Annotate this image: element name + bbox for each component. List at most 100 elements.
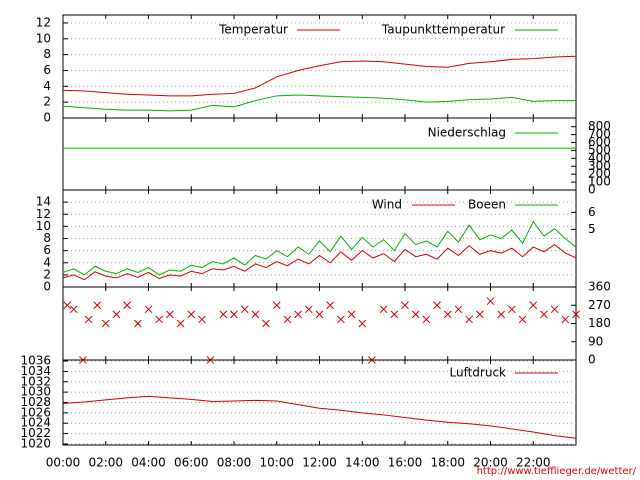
data-point [240, 305, 249, 314]
y2-tick-label: 200 [588, 167, 611, 181]
data-point [187, 310, 196, 319]
x-tick-label: 02:00 [88, 456, 123, 470]
y2-tick-label: 0 [588, 183, 596, 197]
data-point [112, 310, 121, 319]
y2-tick-label: 400 [588, 151, 611, 165]
y2-tick-label: 5 [588, 222, 596, 236]
y-tick-label: 8 [43, 231, 51, 245]
x-tick-label: 06:00 [174, 456, 209, 470]
y-tick-label: 0 [43, 111, 51, 125]
panel-frame [62, 286, 577, 361]
data-point [454, 305, 463, 314]
y2-tick-label: 6 [588, 205, 596, 219]
y-tick-label: 1028 [20, 395, 51, 409]
data-point [379, 305, 388, 314]
data-point [572, 310, 580, 319]
y-tick-label: 10 [36, 31, 51, 45]
x-tick-label: 18:00 [430, 456, 465, 470]
data-point [475, 310, 484, 319]
data-point [166, 310, 174, 319]
data-point [443, 310, 452, 319]
y-tick-label: 10 [36, 219, 51, 233]
x-tick-label: 20:00 [473, 456, 508, 470]
y-tick-label: 12 [36, 207, 51, 221]
data-line [62, 395, 577, 439]
y-tick-label: 1034 [20, 364, 51, 378]
y-tick-label: 1020 [20, 436, 51, 450]
data-point [144, 305, 153, 314]
x-tick-label: 16:00 [388, 456, 423, 470]
y-tick-label: 1026 [20, 405, 51, 419]
x-tick-label: 12:00 [302, 456, 337, 470]
data-point [93, 301, 102, 310]
data-point [294, 310, 302, 319]
data-point [262, 319, 270, 328]
data-point [358, 319, 367, 328]
y2-tick-label: 180 [588, 316, 611, 330]
y2-tick-label: 800 [588, 119, 611, 133]
data-point [401, 301, 409, 310]
data-point [198, 315, 206, 324]
data-point [540, 310, 548, 319]
data-point [272, 301, 281, 310]
data-point [304, 305, 313, 314]
data-point [497, 310, 506, 319]
legend-label: Luftdruck [449, 366, 506, 380]
y-tick-label: 1032 [20, 374, 51, 388]
data-line [62, 94, 576, 112]
data-point [465, 315, 473, 324]
y-tick-label: 6 [43, 63, 51, 77]
legend-label: Wind [372, 198, 402, 212]
y2-tick-label: 500 [588, 143, 611, 157]
data-point [155, 315, 164, 324]
x-tick-label: 00:00 [46, 456, 81, 470]
data-point [219, 310, 228, 319]
legend-label: Taupunkttemperatur [381, 23, 505, 37]
data-point [326, 301, 335, 310]
data-point [101, 319, 110, 328]
data-point [69, 305, 78, 314]
y-tick-label: 4 [43, 255, 51, 269]
y2-tick-label: 600 [588, 135, 611, 149]
data-point [283, 315, 292, 324]
data-point [176, 319, 185, 328]
data-point [486, 297, 495, 306]
x-tick-label: 14:00 [345, 456, 380, 470]
legend-label: Temperatur [218, 23, 288, 37]
y-tick-label: 1030 [20, 385, 51, 399]
y2-tick-label: 270 [588, 298, 611, 312]
data-point [337, 315, 345, 324]
data-point [550, 305, 559, 314]
y-tick-label: 1036 [20, 354, 51, 368]
data-point [518, 315, 527, 324]
y-tick-label: 1022 [20, 426, 51, 440]
data-point [390, 310, 399, 319]
legend-label: Niederschlag [428, 126, 506, 140]
y-tick-label: 6 [43, 243, 51, 257]
data-line [62, 55, 577, 97]
y-tick-label: 1024 [20, 416, 51, 430]
y2-tick-label: 90 [588, 334, 603, 348]
data-point [508, 305, 516, 314]
data-point [529, 301, 538, 310]
legend-label: Boeen [468, 198, 506, 212]
data-point [84, 315, 93, 324]
x-tick-label: 22:00 [516, 456, 551, 470]
data-point [422, 315, 431, 324]
y-tick-label: 0 [43, 280, 51, 294]
y-tick-label: 8 [43, 47, 51, 61]
data-point [411, 310, 420, 319]
data-point [123, 301, 131, 310]
y-tick-label: 12 [36, 15, 51, 29]
y-tick-label: 2 [43, 95, 51, 109]
data-point [561, 315, 570, 324]
y2-tick-label: 100 [588, 175, 611, 189]
data-line [62, 220, 577, 276]
data-point [347, 310, 356, 319]
x-tick-label: 08:00 [217, 456, 252, 470]
y-tick-label: 2 [43, 267, 51, 281]
footer-link[interactable]: http://www.tiefflieger.de/wetter/ [477, 466, 637, 477]
data-point [230, 310, 238, 319]
x-tick-label: 04:00 [131, 456, 166, 470]
